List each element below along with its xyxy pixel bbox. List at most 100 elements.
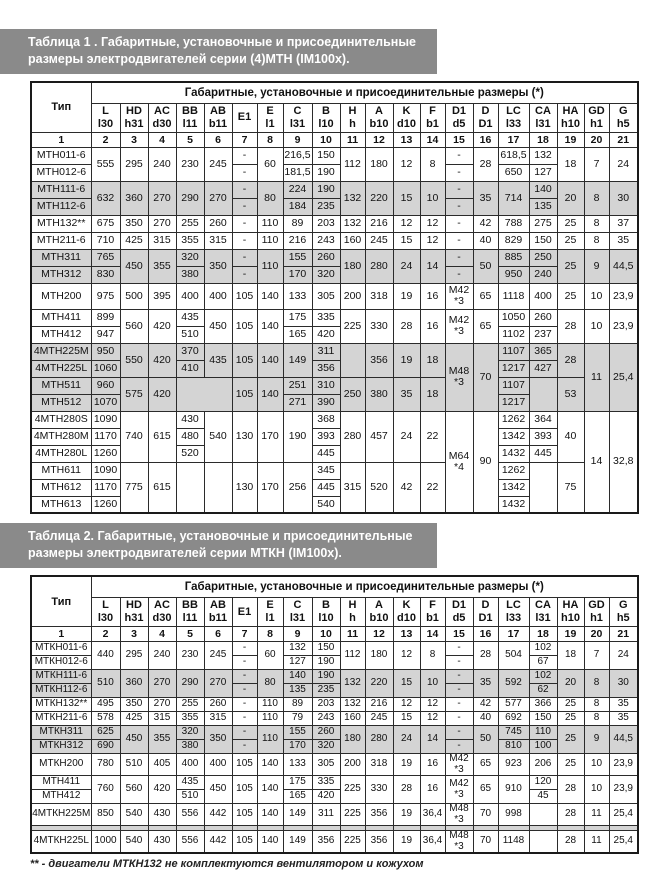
dim-cell: 25,4 (608, 342, 639, 412)
dim-cell: 923 (497, 753, 530, 776)
dim-cell: 430 (147, 803, 177, 826)
dim-cell: - (444, 739, 474, 754)
header-group-row: Тип Габаритные, установочные и присоедини… (30, 81, 639, 133)
dim-cell: 393 (311, 427, 341, 446)
column-number: 4 (147, 626, 177, 642)
dim-cell: 30 (608, 669, 639, 698)
dim-cell: 260 (311, 248, 341, 267)
dim-cell: 1342 (497, 427, 530, 446)
dim-cell: М42 *3 (444, 753, 474, 776)
dim-cell: - (231, 214, 258, 233)
table-row: МТКН111-6 510 360 270 290 270-80 140 190 132 220 1… (30, 669, 639, 698)
dim-cell: 315 (147, 231, 177, 250)
dim-cell: - (231, 180, 258, 199)
dim-cell: 25 (556, 231, 585, 250)
column-number: 21 (608, 131, 639, 148)
dim-cell: - (444, 697, 474, 712)
dim-cell: 1102 (497, 325, 530, 344)
column-number: 6 (203, 626, 233, 642)
dim-cell: 180 (339, 248, 366, 284)
dim-cell: - (231, 163, 258, 182)
dim-cell: 75 (556, 461, 585, 514)
column-number: 10 (311, 131, 341, 148)
table-row: МТН200 975 500 395 400 400 105 140 133 305 200 318 1… (30, 282, 639, 310)
spacer-row (30, 825, 639, 831)
table1-title: Таблица 1 . Габаритные, установочные и п… (28, 35, 416, 66)
dim-cell: - (231, 641, 258, 656)
dim-cell (528, 830, 558, 854)
column-header: BB l11 (175, 102, 205, 133)
dim-cell: 335 (311, 308, 341, 327)
dim-cell: 850 (90, 803, 121, 826)
dim-cell: 450 (203, 308, 233, 344)
motor-type-cell: МТН611 (30, 461, 92, 480)
column-header: A b10 (364, 597, 394, 627)
column-header: G h5 (608, 102, 639, 133)
column-number: 18 (528, 626, 558, 642)
dim-cell: 365 (528, 342, 558, 361)
dim-cell: 12 (419, 697, 446, 712)
dim-cell: 25 (556, 711, 585, 726)
motor-type-cell: МТН411 (30, 775, 92, 790)
dim-cell: 15 (392, 669, 421, 698)
dim-cell: 19 (392, 753, 421, 776)
dim-cell: 105 (231, 342, 258, 378)
dim-cell: 18 (419, 342, 446, 378)
dim-cell: 127 (282, 655, 313, 670)
dim-cell: 1107 (497, 342, 530, 361)
dim-cell: - (444, 197, 474, 216)
dim-cell: 36,4 (419, 830, 446, 854)
column-number: 3 (119, 626, 149, 642)
dim-cell: 540 (311, 495, 341, 514)
dim-cell: 510 (119, 753, 149, 776)
dim-cell: 24 (608, 641, 639, 670)
dim-cell: 140 (256, 308, 284, 344)
dim-cell: 20 (556, 180, 585, 216)
table-row: 4МТН225M 950 550 420 370 435 105 140 149 311 356 19… (30, 342, 639, 412)
dim-cell: 67 (528, 655, 558, 670)
dim-cell: 1090 (90, 410, 121, 429)
dim-cell: 393 (528, 427, 558, 446)
dim-cell: М48 *3 (444, 830, 474, 854)
dim-cell: 110 (256, 711, 284, 726)
dim-cell: 830 (90, 265, 121, 284)
dim-cell: 40 (472, 711, 499, 726)
dim-cell: 105 (231, 830, 258, 854)
dim-cell: 760 (90, 775, 121, 804)
dim-cell: 70 (472, 803, 499, 826)
dim-cell: 356 (311, 359, 341, 378)
dim-cell: 53 (556, 376, 585, 412)
dim-cell: 1000 (90, 830, 121, 854)
dim-cell: 140 (256, 775, 284, 804)
column-header: L l30 (90, 102, 121, 133)
dim-cell: - (444, 180, 474, 199)
dim-cell: 12 (392, 697, 421, 712)
column-header: E l1 (256, 102, 284, 133)
dim-cell: 370 (175, 342, 205, 361)
dim-cell: 112 (339, 146, 366, 182)
dim-cell: 237 (528, 325, 558, 344)
dim-cell: 420 (147, 376, 177, 412)
dim-cell: 132 (339, 180, 366, 216)
dim-cell: 592 (497, 669, 530, 698)
column-number: 7 (231, 626, 258, 642)
motor-type-cell: МТН412 (30, 325, 92, 344)
dim-cell: 765 (90, 248, 121, 267)
column-number: 15 (444, 626, 474, 642)
column-header: C l31 (282, 102, 313, 133)
dim-cell: 998 (497, 803, 530, 826)
dim-cell: 425 (119, 711, 149, 726)
dim-cell: 1090 (90, 461, 121, 480)
dim-cell: 149 (282, 830, 313, 854)
dim-cell: 180 (364, 641, 394, 670)
dim-cell: 295 (119, 146, 149, 182)
dim-cell: 130 (231, 410, 258, 463)
dim-cell: 899 (90, 308, 121, 327)
dim-cell: 240 (528, 265, 558, 284)
dim-cell: 520 (175, 444, 205, 463)
dim-cell: 311 (311, 803, 341, 826)
dim-cell: 480 (175, 427, 205, 446)
dim-cell: 650 (497, 163, 530, 182)
dim-cell: 7 (583, 641, 610, 670)
column-number: 1 (30, 131, 92, 148)
